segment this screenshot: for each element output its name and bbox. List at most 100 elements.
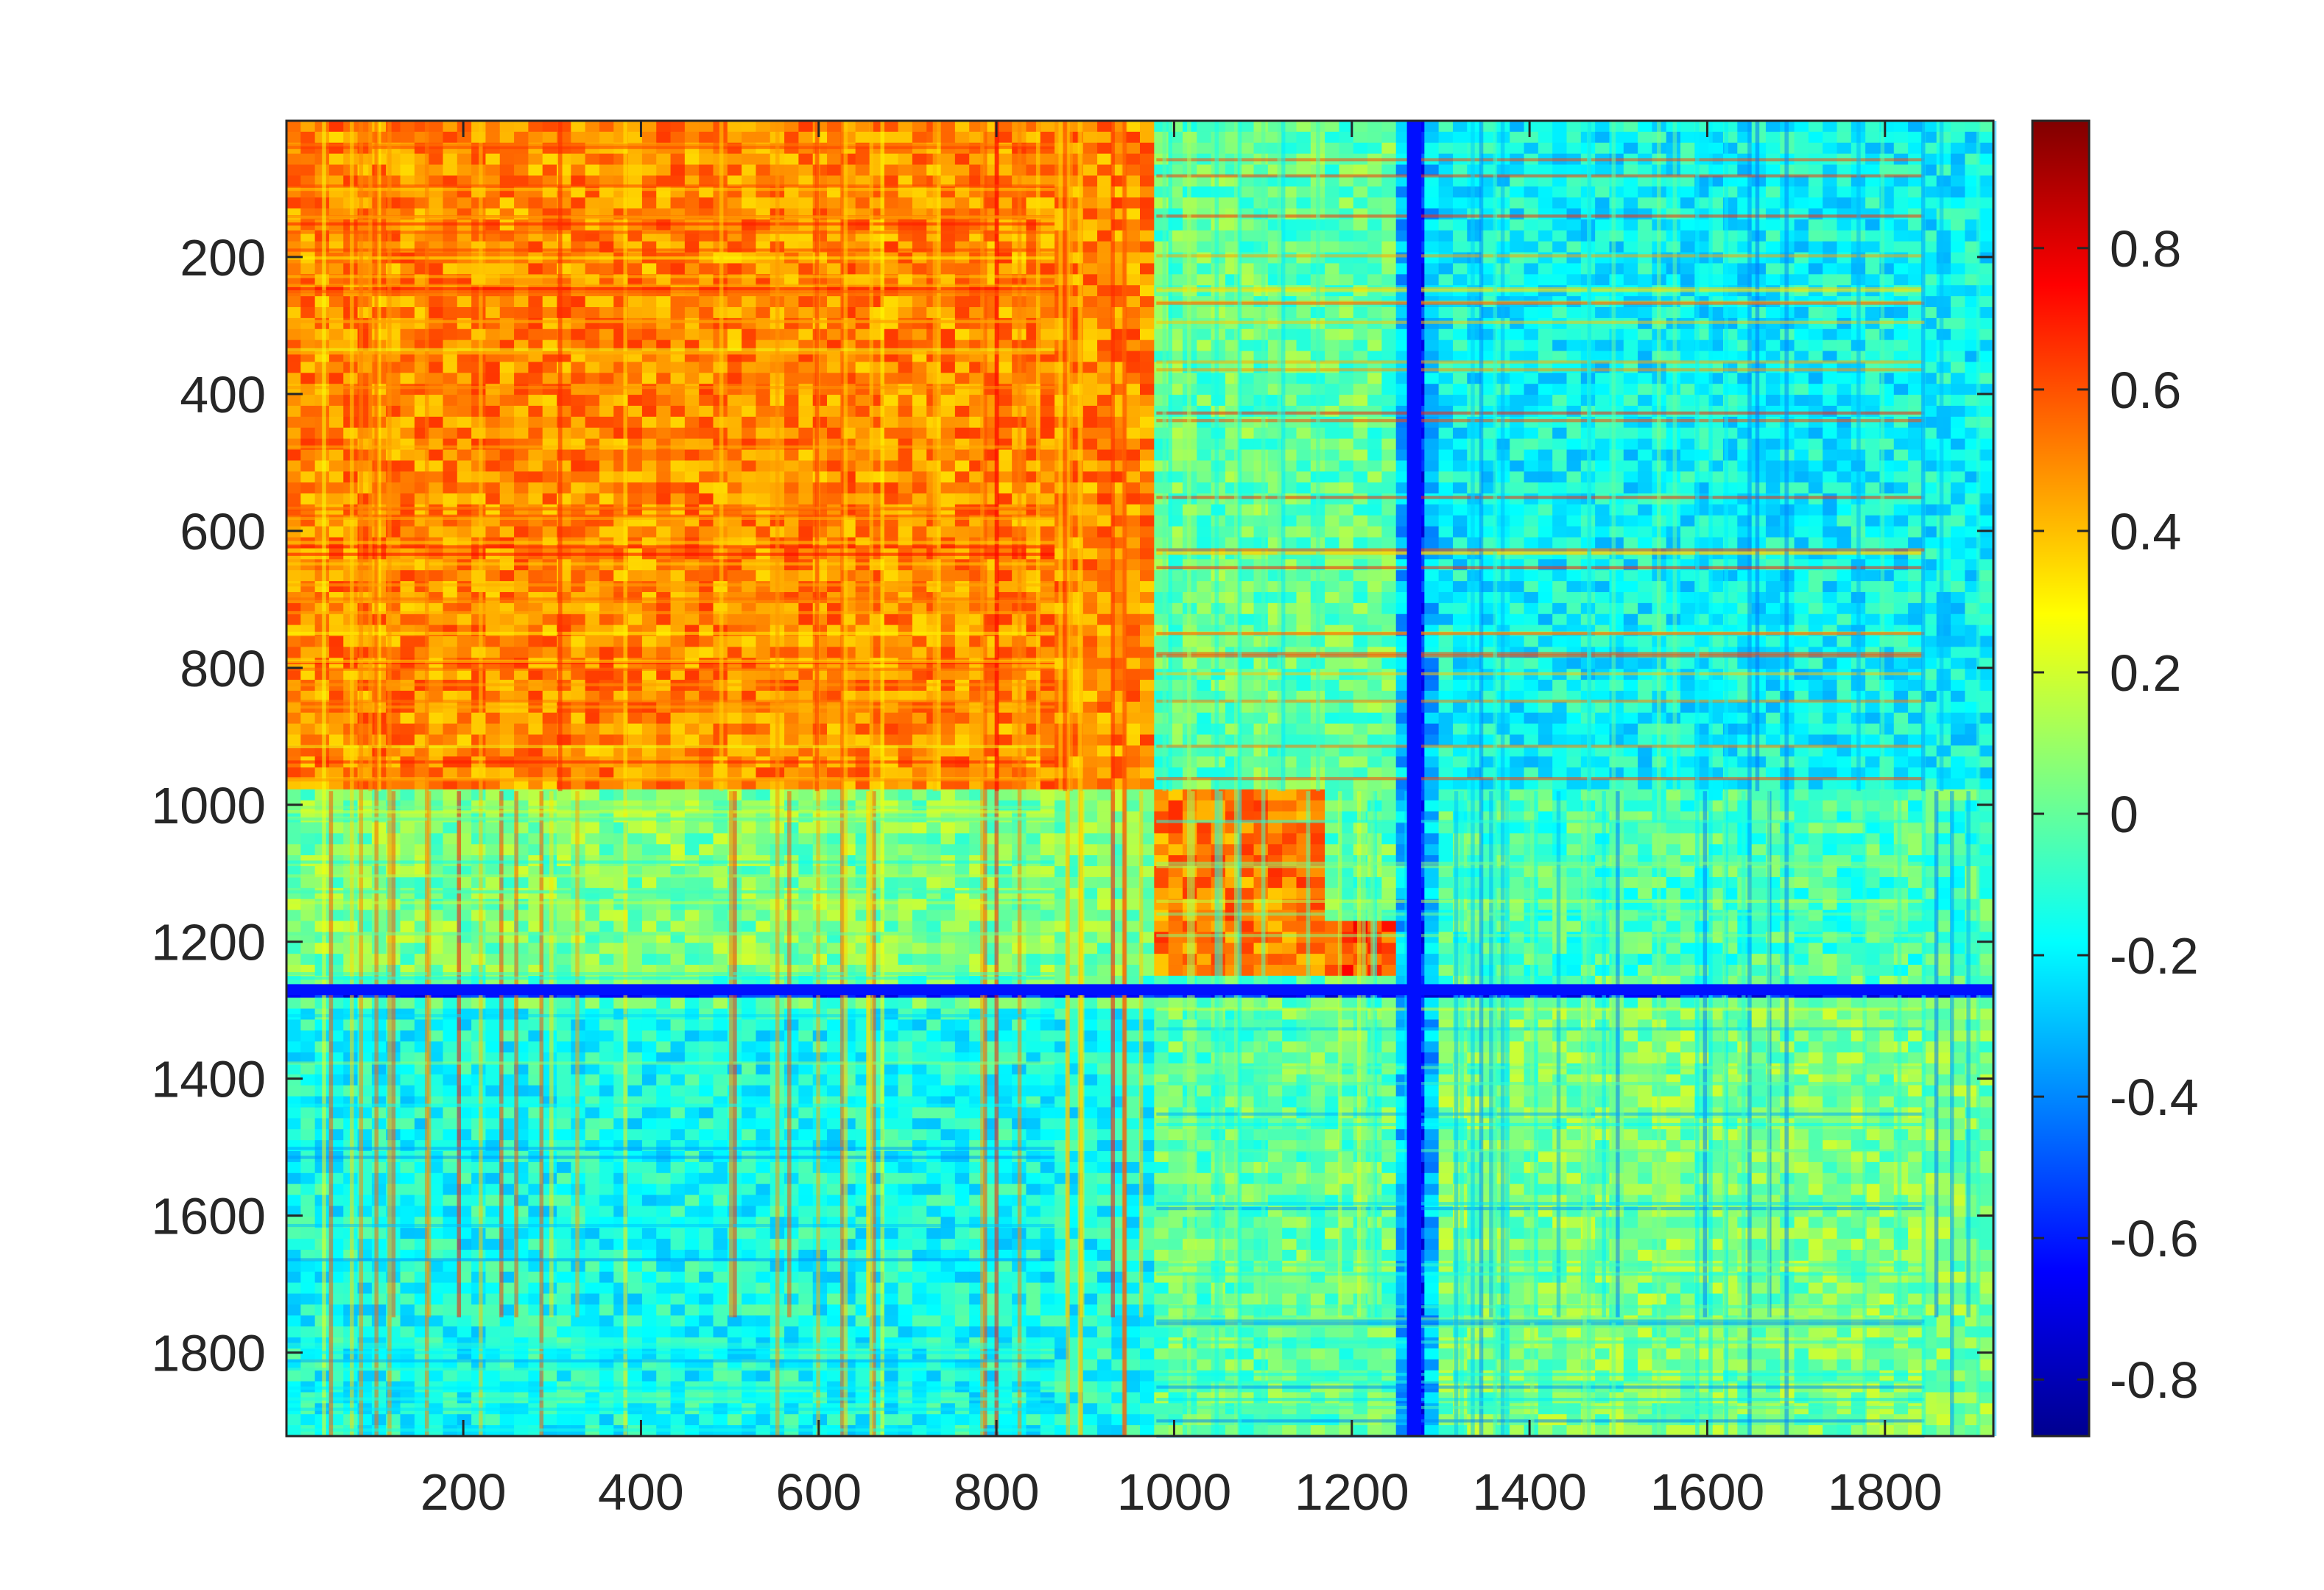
heatmap-cell (1936, 219, 1951, 231)
heatmap-cell (954, 526, 970, 538)
heatmap-cell (727, 493, 742, 505)
heatmap-cell (1140, 186, 1155, 198)
heatmap-cell (1524, 252, 1539, 264)
heatmap-cell (1538, 526, 1553, 538)
heatmap-cell (1510, 241, 1525, 253)
heatmap-cell (542, 328, 557, 341)
heatmap-cell (1253, 515, 1269, 527)
heatmap-cell (499, 570, 515, 582)
heatmap-cell (1381, 252, 1397, 264)
heatmap-cell (784, 460, 799, 472)
heatmap-cell (499, 373, 515, 384)
heatmap-cell (1282, 438, 1297, 451)
heatmap-cell (585, 405, 600, 418)
heatmap-cell (1823, 252, 1838, 264)
heatmap-cell (1623, 328, 1638, 341)
heatmap-cell (1808, 328, 1823, 341)
heatmap-cell (1339, 252, 1354, 264)
heatmap-cell (457, 131, 472, 144)
heatmap-cell (1638, 175, 1652, 187)
heatmap-cell (1609, 340, 1624, 352)
heatmap-cell (485, 296, 501, 308)
heatmap-cell (827, 121, 842, 133)
heatmap-cell (1125, 175, 1141, 187)
heatmap-cell (1538, 208, 1553, 220)
heatmap-cell (756, 175, 771, 187)
heatmap-cell (1282, 427, 1297, 440)
heatmap-cell (1609, 482, 1624, 494)
heatmap-cell (599, 307, 614, 319)
heatmap-cell (1481, 175, 1496, 187)
heatmap-cell (798, 328, 814, 341)
heatmap-cell (997, 153, 1013, 166)
heatmap-cell (1438, 504, 1454, 516)
heatmap-cell (1552, 537, 1568, 549)
heatmap-cell (670, 362, 686, 373)
heatmap-cell (1125, 208, 1141, 220)
heatmap-cell (1538, 493, 1553, 505)
heatmap-cell (300, 427, 316, 440)
heatmap-cell (1566, 504, 1582, 516)
heatmap-cell (798, 526, 814, 538)
heatmap-cell (954, 175, 970, 187)
heatmap-cell (1837, 241, 1852, 253)
heatmap-cell (1082, 493, 1098, 505)
heatmap-cell (1823, 340, 1838, 352)
heatmap-cell (1936, 230, 1951, 242)
heatmap-cell (1837, 263, 1852, 275)
heatmap-cell (1082, 175, 1098, 187)
heatmap-cell (300, 395, 316, 407)
heatmap-cell (727, 362, 742, 373)
heatmap-cell (1367, 373, 1382, 384)
heatmap-cell (571, 296, 586, 308)
heatmap-cell (1197, 121, 1212, 133)
heatmap-cell (1325, 164, 1340, 177)
heatmap-cell (400, 296, 415, 308)
heatmap-cell (1339, 142, 1354, 155)
heatmap-cell (1680, 482, 1695, 494)
heatmap-cell (954, 449, 970, 461)
heatmap-cell (1965, 131, 1980, 144)
heatmap-cell (1865, 351, 1881, 363)
heatmap-cell (1239, 340, 1255, 352)
heatmap-cell (1552, 142, 1568, 155)
heatmap-cell (1922, 427, 1937, 440)
heatmap-cell (485, 460, 501, 472)
heatmap-cell (1082, 537, 1098, 549)
heatmap-cell (641, 263, 657, 275)
heatmap-cell (1808, 438, 1823, 451)
heatmap-cell (1823, 164, 1838, 177)
heatmap-cell (400, 493, 415, 505)
heatmap-cell (1765, 131, 1781, 144)
heatmap-cell (1424, 208, 1440, 220)
heatmap-cell (1965, 197, 1980, 209)
heatmap-cell (1566, 482, 1582, 494)
heatmap-cell (400, 328, 415, 341)
heatmap-cell (756, 416, 771, 429)
heatmap-cell (485, 449, 501, 461)
heatmap-cell (1282, 164, 1297, 177)
heatmap-cell (1538, 197, 1553, 209)
heatmap-cell (742, 317, 757, 330)
heatmap-cell (1893, 395, 1909, 407)
heatmap-cell (1936, 317, 1951, 330)
heatmap-cell (684, 526, 700, 538)
heatmap-cell (1623, 427, 1638, 440)
heatmap-cell (571, 164, 586, 177)
heatmap-cell (1680, 241, 1695, 253)
heatmap-cell (1922, 340, 1937, 352)
heatmap-cell (300, 471, 316, 483)
heatmap-cell (1040, 296, 1055, 308)
heatmap-cell (670, 570, 686, 582)
heatmap-cell (1367, 175, 1382, 187)
heatmap-cell (1325, 493, 1340, 505)
heatmap-cell (1765, 197, 1781, 209)
heatmap-cell (1082, 526, 1098, 538)
heatmap-cell (1296, 460, 1311, 472)
heatmap-cell (756, 384, 771, 395)
heatmap-cell (585, 416, 600, 429)
heatmap-cell (1808, 340, 1823, 352)
heatmap-cell (954, 328, 970, 341)
heatmap-cell (485, 153, 501, 166)
heatmap-cell (1097, 263, 1112, 275)
